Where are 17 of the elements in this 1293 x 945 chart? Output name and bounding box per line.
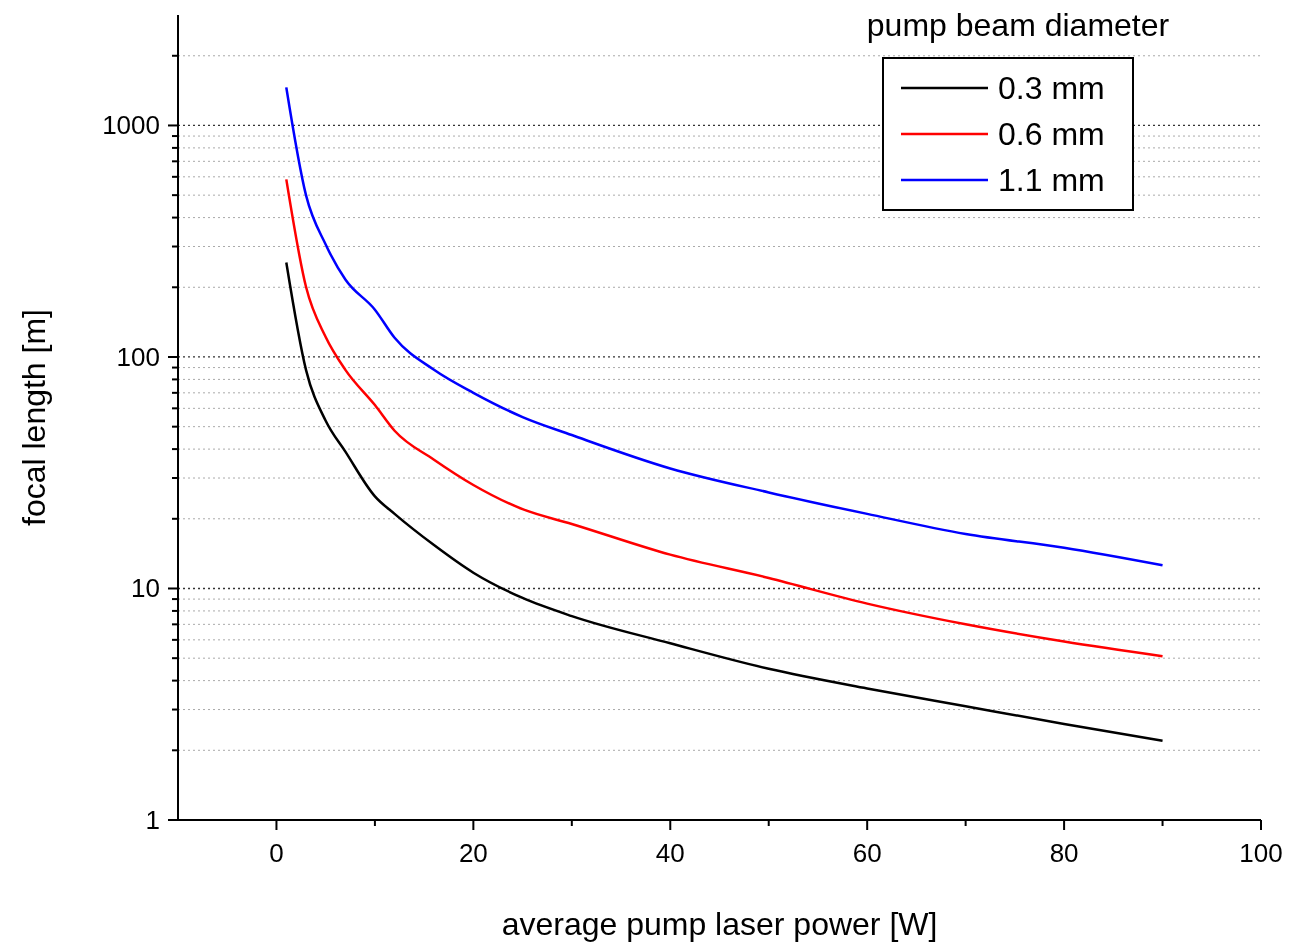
x-tick-label: 40 [655,838,685,868]
y-tick-label: 1 [145,805,160,835]
x-tick-label: 0 [269,838,284,868]
x-tick-label: 100 [1239,838,1283,868]
y-tick-label: 10 [131,573,160,604]
legend-label: 1.1 mm [998,162,1105,198]
y-tick-label: 1000 [102,110,160,141]
legend-label: 0.3 mm [998,70,1105,106]
legend-label: 0.6 mm [998,116,1105,152]
x-axis-title: average pump laser power [W] [501,906,938,942]
legend-title: pump beam diameter [866,7,1170,43]
x-tick-label: 80 [1049,838,1079,868]
y-axis-title: focal length [m] [16,309,52,526]
y-tick-label: 100 [116,341,160,372]
x-tick-label: 20 [458,838,488,868]
x-tick-label: 60 [852,838,882,868]
line-series [285,261,1164,742]
